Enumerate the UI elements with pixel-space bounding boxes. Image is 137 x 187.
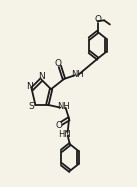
Text: O: O: [55, 121, 62, 130]
Text: NH: NH: [57, 102, 70, 111]
Text: O: O: [94, 15, 101, 24]
Text: S: S: [29, 102, 35, 111]
Text: N: N: [38, 72, 45, 81]
Text: O: O: [54, 59, 61, 68]
Text: HN: HN: [58, 130, 71, 139]
Text: N: N: [26, 82, 33, 91]
Text: NH: NH: [71, 70, 84, 79]
